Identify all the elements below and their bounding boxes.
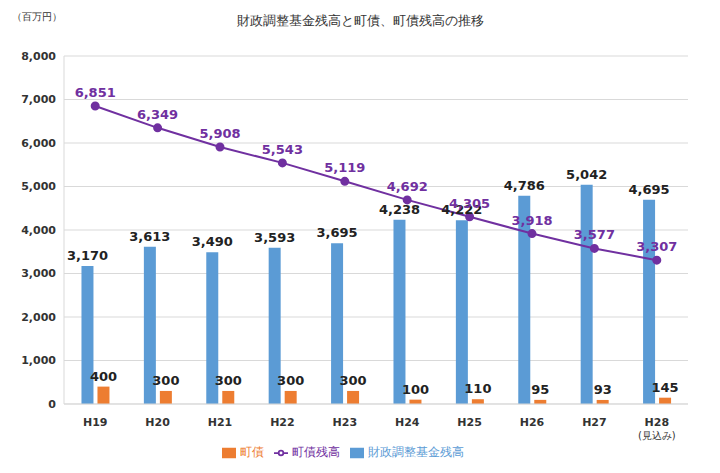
- svg-text:6,000: 6,000: [21, 137, 56, 150]
- svg-text:2,000: 2,000: [21, 311, 56, 324]
- svg-text:3,593: 3,593: [254, 230, 295, 245]
- svg-text:5,042: 5,042: [566, 167, 607, 182]
- svg-text:4,238: 4,238: [379, 202, 420, 217]
- svg-text:4,305: 4,305: [449, 196, 490, 211]
- svg-text:93: 93: [594, 382, 612, 397]
- svg-text:0: 0: [48, 398, 56, 411]
- svg-text:5,000: 5,000: [21, 180, 56, 193]
- svg-text:6,851: 6,851: [75, 85, 116, 100]
- svg-text:6,349: 6,349: [137, 107, 178, 122]
- svg-text:5,119: 5,119: [324, 160, 365, 175]
- svg-text:H23: H23: [333, 416, 358, 429]
- svg-text:3,613: 3,613: [129, 229, 170, 244]
- html-text:財政調整基金残高と町債、町債残高の推移: 財政調整基金残高と町債、町債残高の推移: [236, 13, 484, 28]
- svg-text:H28(見込み): H28(見込み): [638, 416, 676, 441]
- svg-text:300: 300: [215, 373, 242, 388]
- svg-text:3,000: 3,000: [21, 267, 56, 280]
- svg-text:8,000: 8,000: [21, 50, 56, 63]
- svg-text:300: 300: [277, 373, 304, 388]
- svg-text:4,695: 4,695: [629, 182, 670, 197]
- svg-text:300: 300: [152, 373, 179, 388]
- svg-text:3,170: 3,170: [67, 248, 108, 263]
- svg-text:5,908: 5,908: [199, 126, 240, 141]
- svg-text:H20: H20: [145, 416, 170, 429]
- svg-text:H24: H24: [395, 416, 420, 429]
- svg-text:95: 95: [531, 382, 549, 397]
- html-text:（百万円）: （百万円）: [12, 11, 62, 22]
- svg-text:5,543: 5,543: [262, 142, 303, 157]
- svg-text:110: 110: [464, 381, 491, 396]
- svg-text:H27: H27: [582, 416, 607, 429]
- svg-text:3,577: 3,577: [574, 227, 615, 242]
- svg-text:H22: H22: [270, 416, 295, 429]
- svg-text:H25: H25: [457, 416, 482, 429]
- html-text:町債: 町債: [240, 445, 264, 459]
- svg-text:400: 400: [90, 369, 117, 384]
- svg-text:145: 145: [652, 380, 679, 395]
- svg-text:1,000: 1,000: [21, 354, 56, 367]
- svg-text:3,307: 3,307: [636, 239, 677, 254]
- svg-text:3,695: 3,695: [317, 225, 358, 240]
- svg-text:H21: H21: [208, 416, 233, 429]
- svg-text:4,786: 4,786: [504, 178, 545, 193]
- svg-text:H19: H19: [83, 416, 108, 429]
- svg-text:4,000: 4,000: [21, 224, 56, 237]
- svg-text:3,490: 3,490: [192, 234, 233, 249]
- svg-text:100: 100: [402, 382, 429, 397]
- svg-text:4,692: 4,692: [387, 179, 428, 194]
- html-text:財政調整基金残高: 財政調整基金残高: [368, 445, 464, 459]
- svg-text:3,918: 3,918: [511, 213, 552, 228]
- svg-text:300: 300: [340, 373, 367, 388]
- svg-text:7,000: 7,000: [21, 93, 56, 106]
- html-text:町債残高: 町債残高: [292, 445, 340, 459]
- svg-text:H26: H26: [520, 416, 545, 429]
